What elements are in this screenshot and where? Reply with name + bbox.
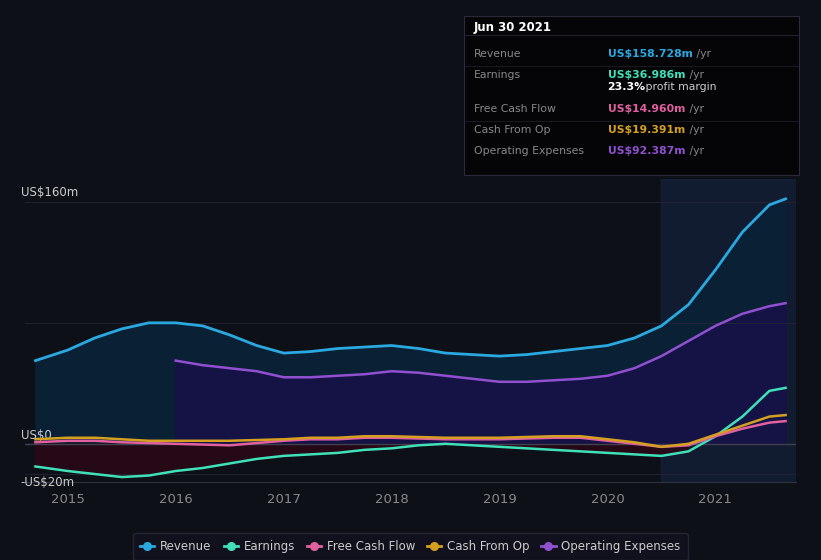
Text: Revenue: Revenue <box>474 49 521 59</box>
Text: US$160m: US$160m <box>21 186 78 199</box>
Text: /yr: /yr <box>694 49 711 59</box>
Text: US$36.986m: US$36.986m <box>608 71 685 81</box>
Text: -US$20m: -US$20m <box>21 475 75 488</box>
Text: /yr: /yr <box>686 146 704 156</box>
Text: US$0: US$0 <box>21 430 52 442</box>
Text: Jun 30 2021: Jun 30 2021 <box>474 21 552 35</box>
Text: 23.3%: 23.3% <box>608 82 645 92</box>
Text: /yr: /yr <box>686 71 704 81</box>
Legend: Revenue, Earnings, Free Cash Flow, Cash From Op, Operating Expenses: Revenue, Earnings, Free Cash Flow, Cash … <box>133 533 688 560</box>
Bar <box>662 179 796 482</box>
Text: US$14.960m: US$14.960m <box>608 104 685 114</box>
Text: Cash From Op: Cash From Op <box>474 125 550 136</box>
Text: /yr: /yr <box>686 125 704 136</box>
Text: Free Cash Flow: Free Cash Flow <box>474 104 556 114</box>
Text: profit margin: profit margin <box>643 82 717 92</box>
Text: US$158.728m: US$158.728m <box>608 49 692 59</box>
Text: US$19.391m: US$19.391m <box>608 125 685 136</box>
Text: Earnings: Earnings <box>474 71 521 81</box>
Text: US$92.387m: US$92.387m <box>608 146 685 156</box>
Text: /yr: /yr <box>686 104 704 114</box>
Text: Operating Expenses: Operating Expenses <box>474 146 584 156</box>
